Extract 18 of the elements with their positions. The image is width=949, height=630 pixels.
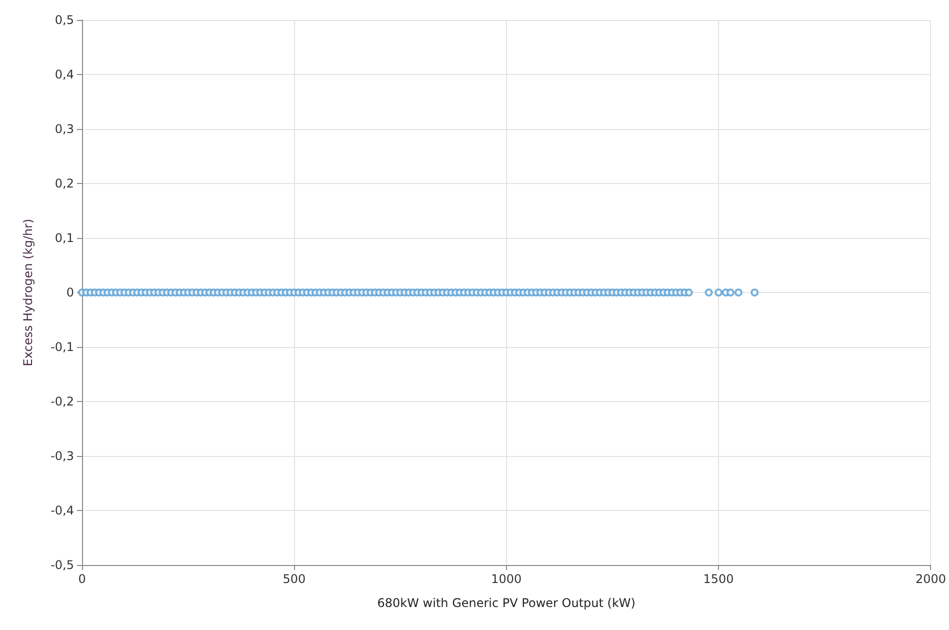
y-tick-label: -0,2 (50, 394, 74, 408)
x-tick-label: 0 (78, 572, 86, 586)
x-tick-label: 1500 (703, 572, 734, 586)
y-tick-label: 0,5 (54, 13, 74, 27)
x-tick-label: 2000 (915, 572, 946, 586)
y-tick-label: -0,4 (50, 504, 74, 518)
y-tick-label: -0,1 (50, 340, 74, 354)
x-axis-title: 680kW with Generic PV Power Output (kW) (377, 596, 636, 610)
y-tick-label: 0 (66, 286, 74, 300)
y-tick-label: -0,3 (50, 449, 74, 463)
y-tick-label: -0,5 (50, 558, 74, 572)
y-tick-label: 0,2 (54, 176, 74, 190)
y-tick-label: 0,1 (54, 231, 74, 245)
x-tick-label: 1000 (491, 572, 522, 586)
x-tick-label: 500 (282, 572, 306, 586)
y-tick-label: 0,3 (54, 122, 74, 136)
y-axis-title: Excess Hydrogen (kg/hr) (21, 218, 35, 366)
y-tick-label: 0,4 (54, 68, 74, 82)
